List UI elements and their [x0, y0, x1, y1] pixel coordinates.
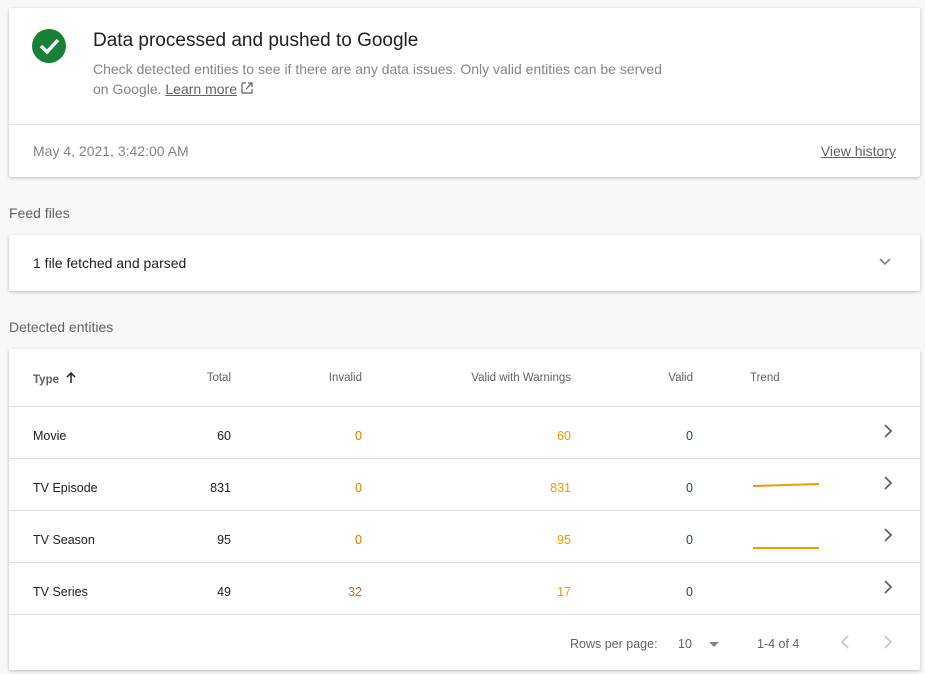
type-cell: TV Episode — [33, 481, 98, 495]
status-title: Data processed and pushed to Google — [93, 30, 419, 51]
invalid-cell: 0 — [355, 429, 362, 443]
chevron-right-icon[interactable] — [882, 475, 894, 491]
table-row[interactable]: TV Episode 831 0 831 0 — [9, 459, 920, 511]
processed-date: May 4, 2021, 3:42:00 AM — [33, 143, 189, 159]
column-trend: Trend — [750, 372, 780, 384]
valid-cell: 0 — [686, 429, 693, 443]
column-total[interactable]: Total — [206, 372, 231, 384]
column-warnings[interactable]: Valid with Warnings — [471, 372, 571, 384]
table-row[interactable]: TV Series 49 32 17 0 — [9, 563, 920, 615]
status-description: Check detected entities to see if there … — [93, 61, 662, 97]
view-history-link[interactable]: View history — [820, 143, 896, 159]
chevron-right-icon[interactable] — [882, 579, 894, 595]
rows-per-page-label: Rows per page: — [570, 637, 658, 651]
invalid-cell: 32 — [348, 585, 362, 599]
warnings-cell: 17 — [557, 585, 571, 599]
external-link-icon — [241, 82, 253, 94]
total-cell: 831 — [210, 481, 231, 495]
status-card: Data processed and pushed to Google Chec… — [9, 8, 920, 177]
feed-summary: 1 file fetched and parsed — [33, 255, 187, 271]
trend-sparkline — [753, 547, 819, 549]
type-cell: TV Series — [33, 585, 88, 599]
invalid-cell: 0 — [355, 533, 362, 547]
total-cell: 49 — [217, 585, 231, 599]
column-type[interactable]: Type — [33, 371, 76, 386]
column-valid[interactable]: Valid — [668, 372, 693, 384]
page-range: 1-4 of 4 — [757, 637, 800, 651]
table-pagination: Rows per page: 10 1-4 of 4 — [9, 615, 920, 670]
chevron-right-icon[interactable] — [882, 527, 894, 543]
divider — [9, 124, 920, 125]
warnings-cell: 831 — [550, 481, 571, 495]
warnings-cell: 95 — [557, 533, 571, 547]
valid-cell: 0 — [686, 585, 693, 599]
table-header: Type Total Invalid Valid with Warnings V… — [9, 349, 920, 407]
trend-sparkline — [753, 421, 819, 445]
chevron-down-icon[interactable] — [878, 255, 892, 269]
detected-entities-heading: Detected entities — [9, 319, 114, 335]
trend-sparkline — [753, 483, 819, 487]
table-row[interactable]: Movie 60 0 60 0 — [9, 407, 920, 459]
total-cell: 95 — [217, 533, 231, 547]
table-row[interactable]: TV Season 95 0 95 0 — [9, 511, 920, 563]
valid-cell: 0 — [686, 481, 693, 495]
invalid-cell: 0 — [355, 481, 362, 495]
arrow-up-icon — [66, 371, 76, 383]
trend-sparkline — [753, 577, 819, 601]
previous-page-icon[interactable] — [839, 635, 851, 649]
feed-files-panel[interactable]: 1 file fetched and parsed — [9, 235, 920, 291]
type-cell: Movie — [33, 429, 67, 443]
dropdown-arrow-icon — [708, 642, 719, 647]
check-circle-icon — [32, 29, 66, 63]
trend-warnings-line — [753, 483, 819, 487]
chevron-right-icon[interactable] — [882, 423, 894, 439]
column-invalid[interactable]: Invalid — [328, 372, 362, 384]
rows-per-page-select[interactable]: 10 — [678, 637, 720, 651]
type-cell: TV Season — [33, 533, 95, 547]
warnings-cell: 60 — [557, 429, 571, 443]
next-page-icon[interactable] — [882, 635, 894, 649]
learn-more-link[interactable]: Learn more — [165, 81, 237, 97]
feed-files-heading: Feed files — [9, 205, 70, 221]
entities-table: Type Total Invalid Valid with Warnings V… — [9, 349, 920, 670]
valid-cell: 0 — [686, 533, 693, 547]
total-cell: 60 — [217, 429, 231, 443]
